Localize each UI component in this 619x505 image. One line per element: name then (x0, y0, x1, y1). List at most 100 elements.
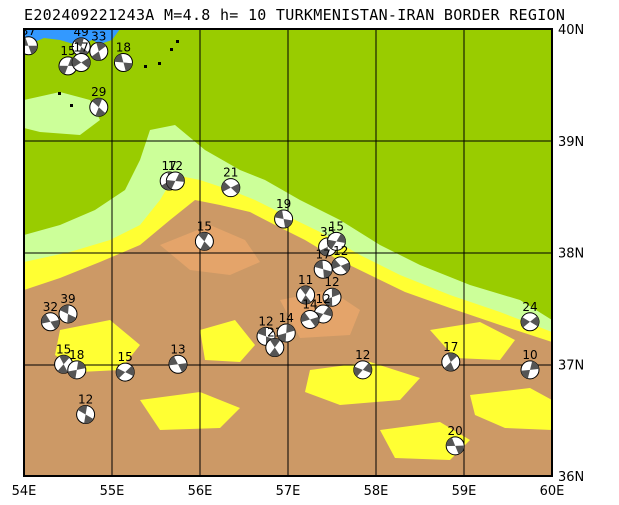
event-beachball[interactable]: 18 (113, 41, 133, 73)
event-beachball[interactable]: 15 (115, 350, 135, 382)
beachball-quadrant (28, 45, 38, 55)
event-depth-label: 18 (116, 41, 131, 55)
event-beachball[interactable]: 33 (89, 29, 109, 61)
beachball-quadrant (286, 323, 295, 333)
event-beachball[interactable]: 24 (520, 300, 540, 332)
beachball-quadrant (521, 369, 530, 379)
event-depth-label: 12 (258, 314, 273, 328)
beachball-quadrant (175, 172, 185, 182)
lat-tick-label: 38N (558, 247, 584, 262)
lon-tick-label: 59E (452, 484, 477, 499)
yellow-patch-5 (470, 388, 552, 430)
event-beachball[interactable]: 12 (322, 275, 342, 307)
event-beachball[interactable]: 15 (326, 219, 346, 251)
beachball-quadrant (336, 233, 346, 244)
beachball-quadrant (74, 37, 84, 47)
event-beachball[interactable]: 17 (313, 247, 333, 279)
beachball-quadrant (283, 218, 293, 228)
event-depth-label: 17 (162, 159, 177, 173)
beachball-quadrant (269, 338, 281, 348)
beachball-quadrant (353, 366, 363, 377)
beachball-quadrant (77, 405, 88, 415)
event-beachball[interactable]: 20 (445, 424, 465, 456)
event-depth-label: 21 (223, 166, 238, 180)
event-beachball[interactable]: 17 (441, 340, 461, 372)
event-beachball[interactable]: 17 (71, 41, 91, 73)
lon-tick-label: 60E (540, 484, 565, 499)
axis-ticks: 54E 55E 56E 57E 58E 59E 60E 40N 39N 38N 37N 36N (12, 23, 585, 499)
lat-tick-label: 39N (558, 135, 584, 150)
beachball-quadrant (300, 312, 310, 323)
yellow-patch-6 (140, 392, 240, 430)
beachball-quadrant (198, 232, 209, 242)
beachball-quadrant (323, 269, 332, 279)
beachball-quadrant (91, 51, 102, 61)
event-beachball[interactable]: 12 (353, 348, 373, 380)
map-title: E202409221243A M=4.8 h= 10 TURKMENISTAN-… (24, 6, 566, 24)
event-depth-label: 17 (443, 340, 458, 354)
event-beachball[interactable]: 12 (76, 393, 96, 425)
beachball-quadrant (50, 319, 60, 330)
lat-tick-label: 40N (558, 23, 584, 38)
event-beachball[interactable]: 18 (67, 348, 87, 380)
graticule (24, 29, 552, 476)
event-beachball[interactable]: 19 (274, 197, 294, 229)
event-beachball[interactable]: 12 (331, 244, 351, 276)
event-beachball[interactable]: 12 (313, 292, 333, 324)
event-beachball[interactable]: 32 (40, 300, 60, 332)
event-depth-label: 12 (168, 159, 183, 173)
event-beachball[interactable]: 15 (54, 342, 74, 374)
event-depth-label: 15 (329, 219, 344, 233)
event-depth-label: 14 (302, 298, 317, 312)
beachball-quadrant (96, 42, 107, 52)
lat-tick-label: 36N (558, 470, 584, 485)
event-beachball[interactable]: 29 (89, 85, 109, 117)
beachball-quadrant (362, 363, 372, 374)
beachball-quadrant (76, 360, 86, 370)
beachball-quadrant (81, 57, 91, 69)
beachball-quadrant (92, 98, 103, 108)
beachball-quadrant (300, 294, 312, 304)
lat-tick-label: 37N (558, 358, 584, 373)
beachball-quadrant (114, 53, 124, 63)
mountain-patch-1 (160, 225, 260, 275)
event-beachball[interactable]: 15 (194, 219, 214, 251)
beachball-quadrant (269, 347, 280, 357)
beachball-quadrant (67, 369, 77, 379)
event-depth-label: 32 (43, 300, 58, 314)
beachball-quadrant (24, 37, 29, 46)
event-beachball[interactable]: 11 (296, 273, 316, 305)
event-beachball[interactable]: 14 (300, 298, 320, 330)
event-depth-label: 11 (298, 273, 313, 287)
map-frame (23, 28, 553, 477)
event-depth-label: 15 (56, 342, 71, 356)
beachball-quadrant (331, 259, 341, 270)
beachball-quadrant (277, 332, 287, 342)
beachball-quadrant (319, 246, 329, 256)
beachball-quadrant (331, 288, 341, 298)
event-beachball[interactable]: 39 (58, 292, 78, 324)
beachball-quadrant (327, 239, 337, 250)
event-beachball[interactable]: 37 (19, 24, 38, 56)
beachball-quadrant (444, 362, 455, 372)
yellow-patch-2 (200, 320, 255, 362)
event-beachball[interactable]: 14 (276, 311, 296, 343)
event-depth-label: 49 (74, 25, 89, 39)
event-depth-label: 17 (74, 41, 89, 55)
event-beachball[interactable]: 10 (520, 348, 540, 380)
yellow-patch-4 (430, 322, 515, 360)
steppe-patch-nw (24, 92, 100, 135)
beachball-quadrant (230, 183, 240, 194)
beachball-quadrant (257, 327, 266, 337)
event-depth-label: 37 (21, 24, 36, 38)
event-beachball[interactable]: 21 (221, 166, 241, 198)
event-beachball[interactable]: 13 (168, 342, 188, 374)
event-beachball[interactable]: 12 (165, 159, 185, 191)
event-depth-label: 18 (69, 348, 84, 362)
beachball-quadrant (340, 262, 350, 273)
beachball-quadrant (95, 107, 106, 117)
beachball-quadrant (447, 353, 458, 363)
